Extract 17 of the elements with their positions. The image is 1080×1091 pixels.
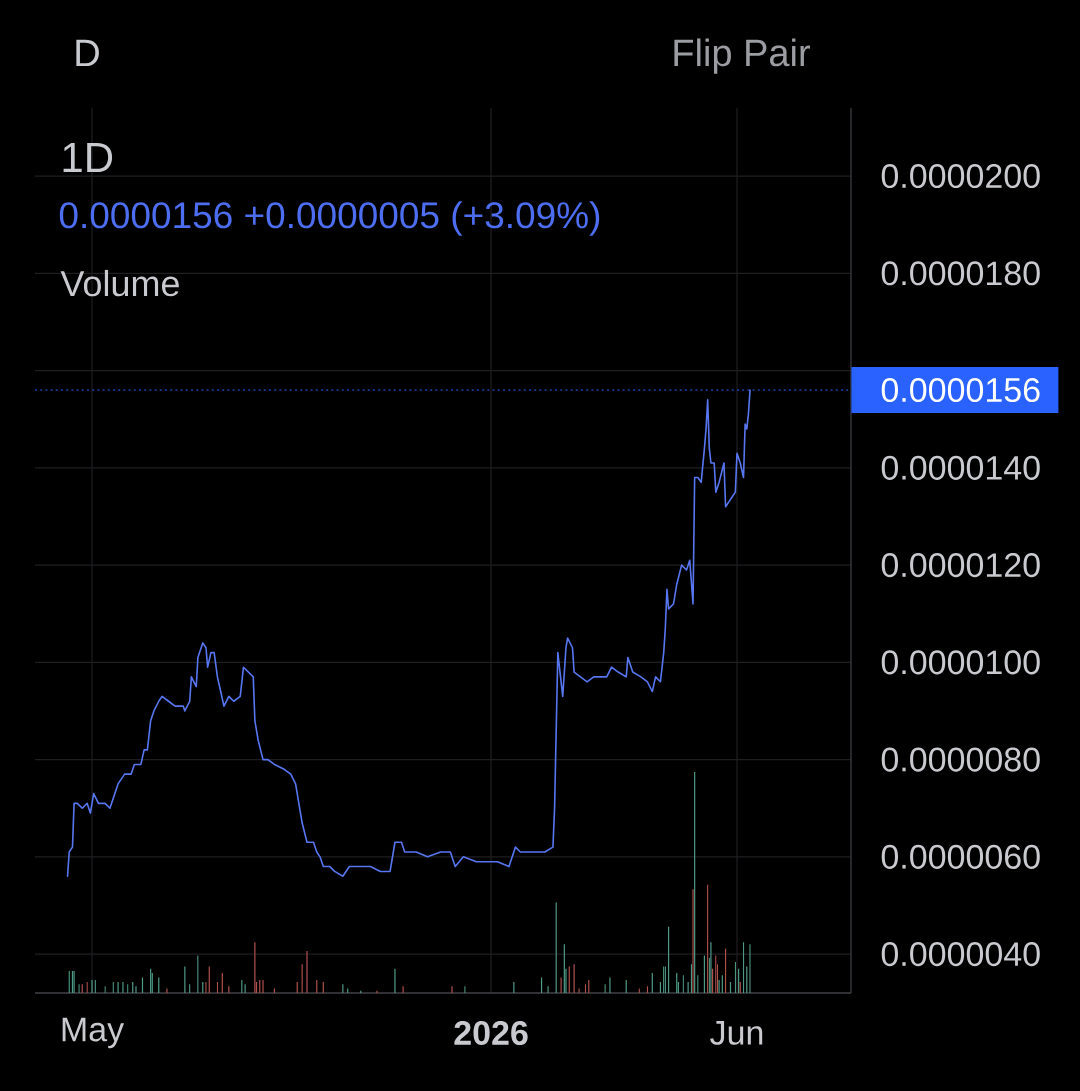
- y-tick-label: 0.0000040: [881, 942, 1040, 967]
- text: D: [76, 39, 99, 66]
- y-tick-label: 0.0000100: [881, 650, 1040, 675]
- y-tick-label: 0.0000140: [881, 455, 1040, 480]
- y-tick-label: 0.0000180: [881, 261, 1040, 286]
- x-tick-label: Jun: [710, 1021, 763, 1045]
- chart-title: Volume: [60, 269, 179, 297]
- y-tick-label: 0.0000080: [881, 747, 1040, 772]
- text: 0.0000156 +0.0000005 (+3.09%): [59, 201, 600, 236]
- text: Flip Pair: [674, 38, 810, 74]
- x-tick-label: May: [62, 1017, 125, 1049]
- y-tick-label: 0.0000120: [881, 553, 1040, 578]
- ref-line-label: 0.0000156: [881, 377, 1040, 403]
- text: 1D: [63, 143, 113, 172]
- y-tick-label: 0.0000060: [881, 844, 1040, 869]
- x-tick-label: 2026: [454, 1020, 528, 1046]
- y-tick-label: 0.0000200: [881, 164, 1040, 189]
